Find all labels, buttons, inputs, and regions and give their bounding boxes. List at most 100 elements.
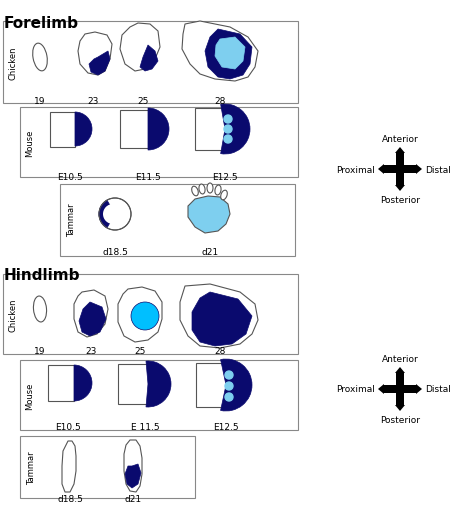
Bar xyxy=(195,109,225,151)
Polygon shape xyxy=(182,22,258,82)
Polygon shape xyxy=(120,24,160,72)
Text: Distal: Distal xyxy=(425,165,451,174)
Wedge shape xyxy=(220,359,252,411)
Text: E11.5: E11.5 xyxy=(135,173,161,182)
Text: Forelimb: Forelimb xyxy=(4,16,79,31)
Bar xyxy=(196,363,226,407)
Circle shape xyxy=(131,302,159,330)
Text: 25: 25 xyxy=(137,97,149,106)
Circle shape xyxy=(224,136,232,144)
Polygon shape xyxy=(205,30,252,80)
Circle shape xyxy=(225,382,233,390)
Polygon shape xyxy=(395,186,405,191)
Bar xyxy=(120,111,148,149)
Circle shape xyxy=(99,199,131,231)
Bar xyxy=(50,113,75,148)
Wedge shape xyxy=(74,365,92,401)
Text: Proximal: Proximal xyxy=(336,385,375,394)
Text: d21: d21 xyxy=(125,494,142,503)
Text: E10.5: E10.5 xyxy=(57,173,83,182)
Text: Tammar: Tammar xyxy=(27,450,36,484)
Ellipse shape xyxy=(33,44,47,72)
Bar xyxy=(20,108,298,178)
Text: E12.5: E12.5 xyxy=(212,173,238,182)
Text: Mouse: Mouse xyxy=(26,129,35,156)
Bar xyxy=(384,165,416,174)
Wedge shape xyxy=(148,109,169,151)
Ellipse shape xyxy=(198,319,208,328)
Polygon shape xyxy=(140,46,158,72)
Circle shape xyxy=(224,126,232,134)
Ellipse shape xyxy=(215,186,221,195)
Ellipse shape xyxy=(207,184,213,193)
Circle shape xyxy=(225,393,233,401)
Text: 23: 23 xyxy=(87,97,99,106)
Polygon shape xyxy=(62,441,76,492)
Ellipse shape xyxy=(191,187,198,196)
Bar xyxy=(20,436,195,498)
Ellipse shape xyxy=(207,325,215,336)
Bar xyxy=(384,385,416,393)
Bar xyxy=(48,365,74,401)
Bar xyxy=(118,364,148,404)
Text: 19: 19 xyxy=(34,97,46,106)
Text: Chicken: Chicken xyxy=(9,298,18,331)
Text: E12.5: E12.5 xyxy=(213,422,239,431)
Ellipse shape xyxy=(229,323,237,334)
Text: 28: 28 xyxy=(214,97,226,106)
Polygon shape xyxy=(416,384,422,394)
Polygon shape xyxy=(416,165,422,175)
Polygon shape xyxy=(395,148,405,154)
Polygon shape xyxy=(378,165,384,175)
Bar xyxy=(3,22,298,104)
Text: Anterior: Anterior xyxy=(382,354,419,363)
Polygon shape xyxy=(78,33,112,76)
Text: Anterior: Anterior xyxy=(382,135,419,144)
Polygon shape xyxy=(378,384,384,394)
Polygon shape xyxy=(89,52,110,76)
Text: 23: 23 xyxy=(85,346,97,355)
Polygon shape xyxy=(74,291,108,337)
Text: Chicken: Chicken xyxy=(9,46,18,79)
Polygon shape xyxy=(395,367,405,373)
Text: 28: 28 xyxy=(214,346,226,355)
Polygon shape xyxy=(215,38,245,70)
Wedge shape xyxy=(146,361,171,407)
Bar xyxy=(396,373,404,405)
Text: Distal: Distal xyxy=(425,385,451,394)
Text: Tammar: Tammar xyxy=(67,203,76,236)
Circle shape xyxy=(224,116,232,124)
Polygon shape xyxy=(125,464,141,488)
Polygon shape xyxy=(118,288,162,343)
Wedge shape xyxy=(221,105,250,155)
Polygon shape xyxy=(79,302,106,336)
Bar xyxy=(396,154,404,186)
Bar xyxy=(20,360,298,430)
Text: E10.5: E10.5 xyxy=(55,422,81,431)
Text: E 11.5: E 11.5 xyxy=(131,422,159,431)
Polygon shape xyxy=(192,293,252,346)
Polygon shape xyxy=(395,405,405,411)
Text: Hindlimb: Hindlimb xyxy=(4,267,81,282)
Text: 25: 25 xyxy=(134,346,146,355)
Wedge shape xyxy=(99,201,115,229)
Circle shape xyxy=(225,371,233,379)
Text: d18.5: d18.5 xyxy=(102,247,128,257)
Circle shape xyxy=(103,205,123,224)
Polygon shape xyxy=(188,196,230,234)
Text: d21: d21 xyxy=(201,247,219,257)
Text: Proximal: Proximal xyxy=(336,165,375,174)
Ellipse shape xyxy=(221,191,228,201)
Text: Posterior: Posterior xyxy=(380,415,420,424)
Text: 19: 19 xyxy=(34,346,46,355)
Bar xyxy=(3,274,298,354)
Ellipse shape xyxy=(199,185,205,194)
Polygon shape xyxy=(124,440,142,492)
Ellipse shape xyxy=(219,324,226,336)
Polygon shape xyxy=(180,285,258,348)
Text: d18.5: d18.5 xyxy=(57,494,83,503)
Wedge shape xyxy=(75,113,92,147)
Text: Posterior: Posterior xyxy=(380,195,420,205)
Ellipse shape xyxy=(34,296,46,322)
Bar xyxy=(60,185,295,257)
